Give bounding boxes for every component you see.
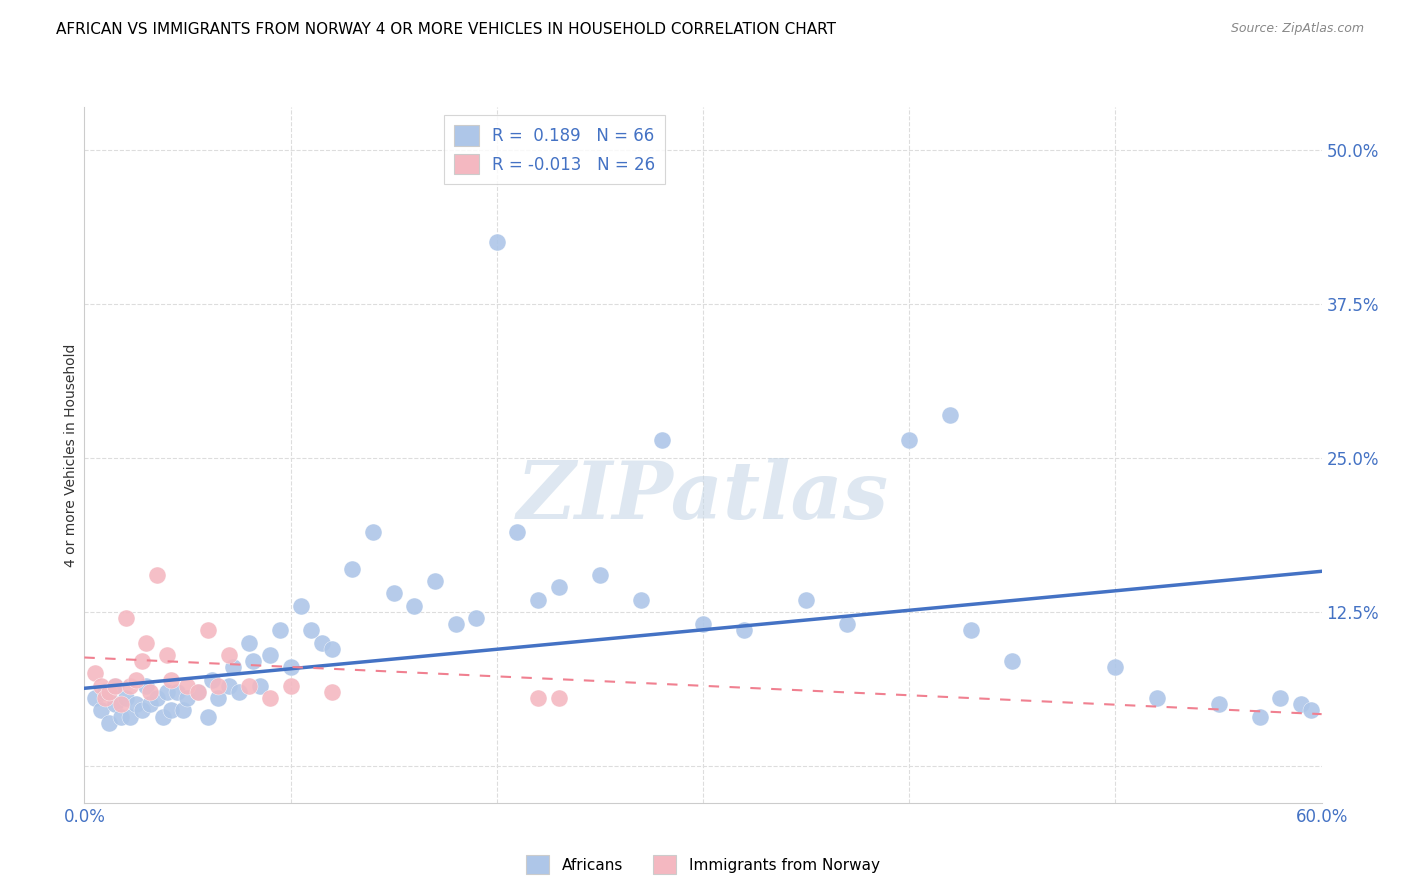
Point [145,691,167,706]
Point [485,235,508,250]
Point [156,685,179,699]
Point [423,574,446,589]
Point [187,685,209,699]
Point [104,679,127,693]
Point [280,660,302,674]
Point [114,611,136,625]
Point [506,524,529,539]
Point [176,691,198,706]
Point [242,654,264,668]
Y-axis label: 4 or more Vehicles in Household: 4 or more Vehicles in Household [65,343,79,566]
Point [1208,698,1230,712]
Point [135,679,157,693]
Point [299,624,322,638]
Point [321,685,343,699]
Point [156,648,179,662]
Point [166,685,188,699]
Point [898,433,921,447]
Point [218,648,240,662]
Point [218,679,240,693]
Point [1270,691,1292,706]
Point [1289,698,1312,712]
Point [197,624,219,638]
Point [290,599,312,613]
Point [238,636,260,650]
Point [651,433,673,447]
Point [259,691,281,706]
Point [527,691,550,706]
Point [228,685,250,699]
Point [83,666,105,681]
Point [139,698,162,712]
Point [444,617,467,632]
Point [118,709,141,723]
Point [104,698,127,712]
Point [118,679,141,693]
Point [238,679,260,693]
Point [98,715,121,730]
Point [960,624,983,638]
Point [692,617,714,632]
Point [207,691,229,706]
Point [794,592,817,607]
Point [207,679,229,693]
Point [1301,703,1323,717]
Point [527,592,550,607]
Point [160,673,183,687]
Point [172,703,194,717]
Point [94,685,117,699]
Point [465,611,488,625]
Point [110,698,132,712]
Point [125,698,148,712]
Point [222,660,245,674]
Point [259,648,281,662]
Point [110,709,132,723]
Point [321,641,343,656]
Point [90,679,112,693]
Point [139,685,162,699]
Point [98,685,121,699]
Point [311,636,333,650]
Point [114,691,136,706]
Legend: R =  0.189   N = 66, R = -0.013   N = 26: R = 0.189 N = 66, R = -0.013 N = 26 [444,115,665,185]
Text: ZIPatlas: ZIPatlas [517,458,889,535]
Point [152,709,174,723]
Point [269,624,291,638]
Point [361,524,384,539]
Point [131,654,153,668]
Point [547,580,569,594]
Point [94,691,117,706]
Point [630,592,652,607]
Point [125,673,148,687]
Point [1249,709,1271,723]
Point [249,679,271,693]
Legend: Africans, Immigrants from Norway: Africans, Immigrants from Norway [520,849,886,880]
Point [83,691,105,706]
Point [1001,654,1024,668]
Point [90,703,112,717]
Point [342,562,364,576]
Point [201,673,224,687]
Point [939,408,962,422]
Point [1104,660,1126,674]
Point [131,703,153,717]
Point [589,568,612,582]
Point [135,636,157,650]
Text: Source: ZipAtlas.com: Source: ZipAtlas.com [1230,22,1364,36]
Point [404,599,426,613]
Text: AFRICAN VS IMMIGRANTS FROM NORWAY 4 OR MORE VEHICLES IN HOUSEHOLD CORRELATION CH: AFRICAN VS IMMIGRANTS FROM NORWAY 4 OR M… [56,22,837,37]
Point [160,703,183,717]
Point [837,617,859,632]
Point [145,568,167,582]
Point [176,679,198,693]
Point [733,624,755,638]
Point [280,679,302,693]
Point [1146,691,1168,706]
Point [187,685,209,699]
Point [104,679,127,693]
Point [197,709,219,723]
Point [382,586,405,600]
Point [547,691,569,706]
